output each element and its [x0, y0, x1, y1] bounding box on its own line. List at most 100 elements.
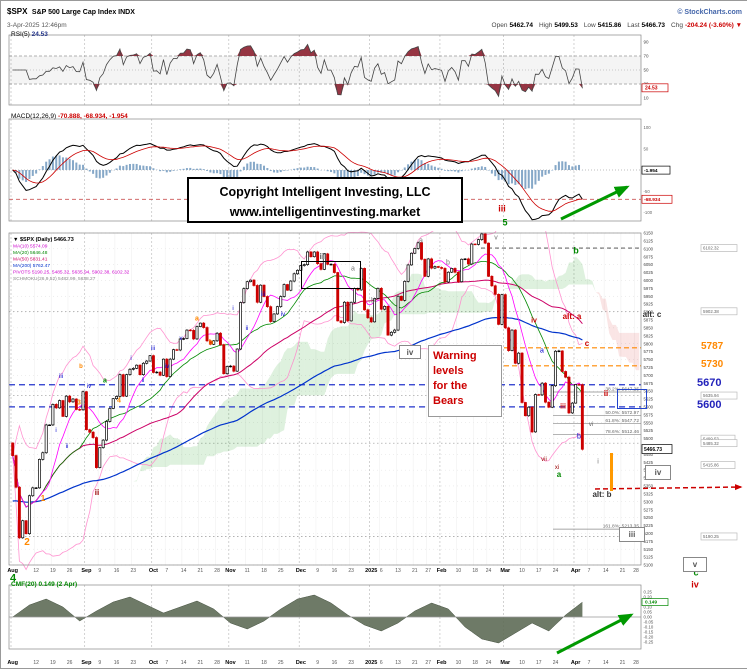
- symbol-title: $SPX S&P 500 Large Cap Index INDX: [7, 3, 135, 19]
- svg-text:Aug: Aug: [7, 660, 18, 666]
- svg-text:19: 19: [50, 660, 56, 666]
- svg-text:5466.73: 5466.73: [644, 447, 662, 453]
- svg-text:5825: 5825: [644, 333, 654, 338]
- svg-text:100: 100: [644, 125, 652, 130]
- svg-text:38.2%: 5647.25: 38.2%: 5647.25: [605, 386, 639, 392]
- svg-text:14: 14: [181, 568, 187, 574]
- svg-text:21: 21: [620, 660, 626, 666]
- cmf-label: CMF(20) 0.149 (2 Apr): [11, 581, 77, 588]
- svg-text:MA(50) 5831.41: MA(50) 5831.41: [13, 257, 48, 263]
- svg-text:24.53: 24.53: [645, 86, 658, 92]
- svg-text:11: 11: [245, 660, 250, 666]
- svg-text:78.6%: 5512.46: 78.6%: 5512.46: [605, 429, 639, 435]
- svg-text:MA(200) 5762.47: MA(200) 5762.47: [13, 263, 50, 269]
- svg-text:23: 23: [131, 660, 137, 666]
- svg-text:5225: 5225: [644, 523, 654, 528]
- svg-text:5550: 5550: [644, 420, 654, 425]
- svg-text:10: 10: [519, 660, 525, 666]
- svg-text:Aug: Aug: [7, 568, 18, 574]
- svg-text:2025: 2025: [365, 568, 377, 574]
- svg-text:26: 26: [67, 568, 73, 574]
- svg-text:5485.32: 5485.32: [703, 441, 719, 446]
- svg-text:Sep: Sep: [81, 568, 92, 574]
- svg-text:5625: 5625: [644, 397, 654, 402]
- svg-text:5125: 5125: [644, 555, 654, 560]
- svg-text:18: 18: [261, 568, 267, 574]
- svg-text:5415.86: 5415.86: [703, 463, 719, 468]
- svg-text:6125: 6125: [644, 239, 654, 244]
- svg-text:MA(10) 5574.09: MA(10) 5574.09: [13, 244, 48, 250]
- svg-text:5675: 5675: [644, 381, 654, 386]
- svg-text:-0.25: -0.25: [644, 640, 654, 645]
- ohlc-label: Chg: [671, 22, 683, 29]
- svg-text:Mar: Mar: [500, 568, 511, 574]
- svg-text:Sep: Sep: [81, 660, 92, 666]
- svg-text:6025: 6025: [644, 270, 654, 275]
- svg-text:13: 13: [395, 568, 401, 574]
- svg-text:21: 21: [620, 568, 626, 574]
- svg-text:5325: 5325: [644, 491, 654, 496]
- svg-text:6100: 6100: [644, 246, 654, 251]
- svg-text:Oct: Oct: [149, 660, 158, 666]
- svg-text:21: 21: [412, 568, 418, 574]
- svg-text:5375: 5375: [644, 476, 654, 481]
- svg-text:9: 9: [98, 660, 101, 666]
- svg-text:50: 50: [644, 146, 649, 151]
- rsi-chart: 907050301024.53: [1, 31, 747, 111]
- svg-text:10: 10: [456, 660, 462, 666]
- svg-text:70: 70: [644, 54, 650, 59]
- svg-text:5400: 5400: [644, 468, 654, 473]
- svg-text:23: 23: [348, 660, 354, 666]
- macd-label: MACD(12,26,9) -70.888, -68.934, -1.954: [11, 113, 128, 120]
- svg-text:▼ $SPX (Daily) 5466.73: ▼ $SPX (Daily) 5466.73: [13, 237, 74, 243]
- svg-text:16: 16: [114, 568, 120, 574]
- svg-text:5725: 5725: [644, 365, 654, 370]
- ohlc-label: Low: [584, 22, 596, 29]
- svg-text:5800: 5800: [644, 341, 654, 346]
- svg-text:28: 28: [633, 568, 639, 574]
- svg-text:5975: 5975: [644, 286, 654, 291]
- svg-text:2025: 2025: [365, 660, 377, 666]
- svg-text:21: 21: [198, 568, 204, 574]
- svg-text:-68.934: -68.934: [644, 197, 661, 203]
- svg-text:5700: 5700: [644, 373, 654, 378]
- svg-text:14: 14: [603, 660, 609, 666]
- svg-text:90: 90: [644, 40, 650, 45]
- svg-text:5775: 5775: [644, 349, 654, 354]
- svg-text:50.0%: 5572.97: 50.0%: 5572.97: [605, 410, 639, 416]
- svg-text:Feb: Feb: [437, 660, 447, 666]
- svg-text:5575: 5575: [644, 412, 654, 417]
- svg-text:6: 6: [380, 660, 383, 666]
- svg-text:16: 16: [114, 660, 120, 666]
- svg-text:18: 18: [472, 660, 478, 666]
- stockcharts-brand: © StockCharts.com: [677, 6, 742, 19]
- header: $SPX S&P 500 Large Cap Index INDX © Stoc…: [1, 1, 747, 31]
- svg-text:Oct: Oct: [149, 568, 158, 574]
- svg-text:5200: 5200: [644, 531, 654, 536]
- svg-text:27: 27: [425, 568, 431, 574]
- ohlc-value: 5499.53: [554, 22, 578, 29]
- rsi-panel: RSI(5) 24.53 907050301024.53: [1, 31, 747, 113]
- svg-text:5600: 5600: [644, 405, 654, 410]
- rsi-label: RSI(5) 24.53: [11, 31, 48, 38]
- svg-text:10: 10: [644, 96, 650, 101]
- svg-text:27: 27: [425, 660, 431, 666]
- svg-text:11: 11: [245, 568, 250, 574]
- svg-text:19: 19: [50, 568, 56, 574]
- svg-text:0.149: 0.149: [645, 600, 657, 606]
- svg-text:5175: 5175: [644, 539, 654, 544]
- svg-text:5925: 5925: [644, 302, 654, 307]
- svg-text:5350: 5350: [644, 484, 654, 489]
- svg-text:14: 14: [181, 660, 187, 666]
- svg-text:5950: 5950: [644, 294, 654, 299]
- svg-text:5425: 5425: [644, 460, 654, 465]
- svg-text:6150: 6150: [644, 231, 654, 236]
- svg-text:5902.38: 5902.38: [703, 309, 719, 314]
- svg-text:7: 7: [588, 568, 591, 574]
- macd-label-text: MACD(12,26,9): [11, 113, 56, 120]
- svg-text:5650: 5650: [644, 389, 654, 394]
- ohlc-label: High: [539, 22, 552, 29]
